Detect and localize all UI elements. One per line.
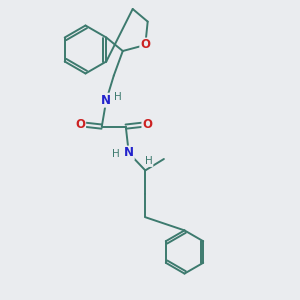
Text: H: H: [114, 92, 122, 102]
Text: O: O: [75, 118, 85, 131]
Text: N: N: [101, 94, 111, 107]
Text: N: N: [124, 146, 134, 160]
Text: H: H: [145, 156, 153, 167]
Text: H: H: [112, 149, 120, 160]
Text: O: O: [142, 118, 152, 131]
Text: O: O: [140, 38, 150, 52]
